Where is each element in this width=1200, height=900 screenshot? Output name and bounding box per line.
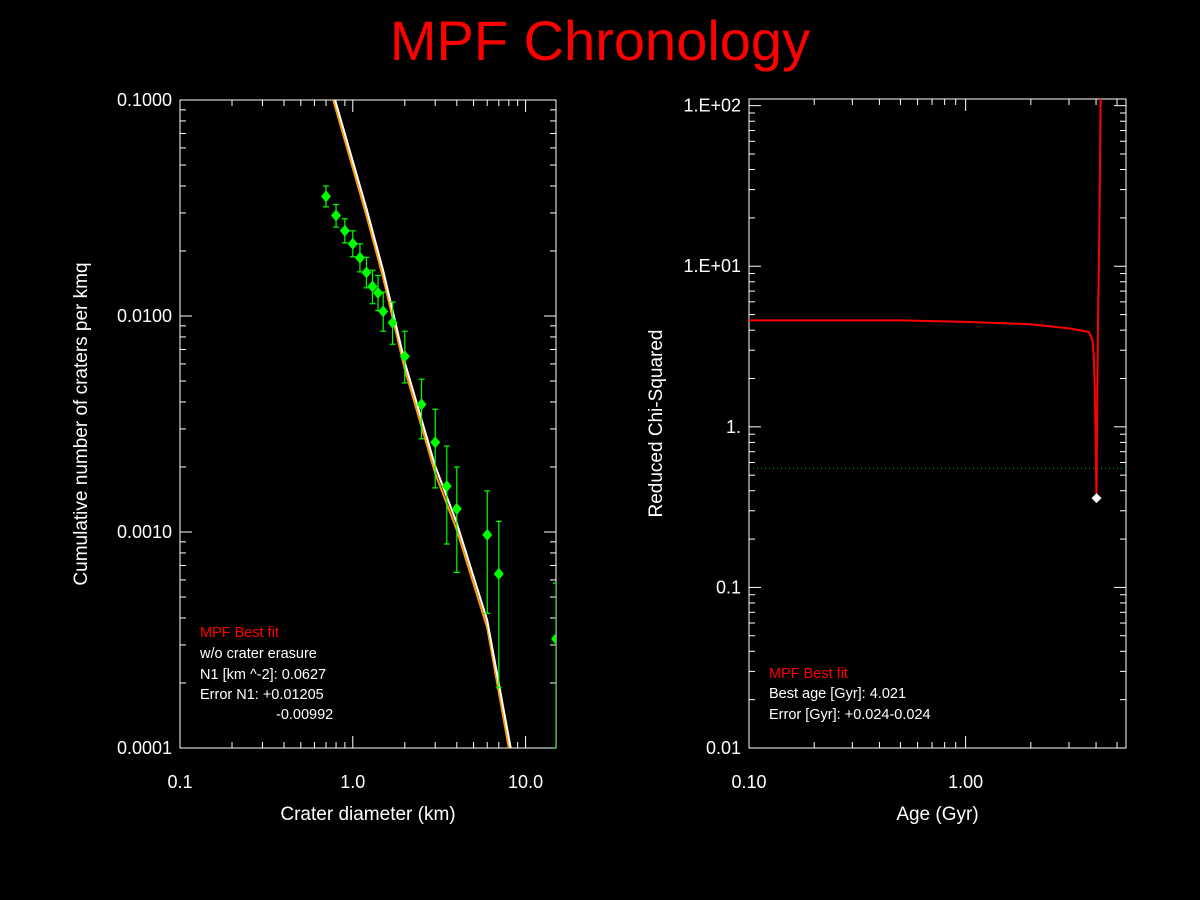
point-marker	[347, 237, 358, 250]
point-marker	[451, 502, 462, 515]
point-marker	[416, 398, 427, 411]
legend-line: w/o crater erasure	[199, 646, 317, 662]
point-marker	[331, 209, 342, 222]
point-marker	[378, 305, 389, 318]
legend-title: MPF Best fit	[200, 625, 279, 641]
data-point	[354, 243, 365, 273]
x-tick-label: 10.0	[508, 772, 543, 792]
data-point	[321, 185, 332, 208]
x-tick-label: 1.00	[948, 772, 983, 792]
x-tick-label: 1.0	[340, 772, 365, 792]
data-point	[430, 408, 441, 489]
y-tick-label: 1.E+01	[683, 256, 741, 276]
data-point	[378, 291, 389, 332]
x-tick-label: 0.10	[731, 772, 766, 792]
y-tick-label: 0.1	[716, 577, 741, 597]
data-point	[416, 378, 427, 440]
y-tick-label: 0.0010	[117, 522, 172, 542]
legend-line: -0.00992	[276, 707, 333, 723]
tick-marks	[179, 99, 556, 749]
x-axis-label: Age (Gyr)	[896, 804, 978, 825]
best-fit-marker	[1091, 493, 1102, 504]
x-tick-label: 0.1	[167, 772, 192, 792]
fit-line	[334, 100, 512, 748]
data-point	[331, 203, 342, 228]
data-point	[399, 330, 410, 384]
point-marker	[430, 436, 441, 449]
point-marker	[387, 316, 398, 329]
point-marker	[493, 567, 504, 580]
x-axis-label: Crater diameter (km)	[280, 804, 455, 825]
y-tick-label: 0.0100	[117, 306, 172, 326]
point-marker	[339, 224, 350, 237]
legend-line: N1 [km ^-2]: 0.0627	[200, 667, 326, 683]
data-point	[367, 269, 378, 305]
data-point	[387, 301, 398, 345]
y-tick-label: 1.E+02	[683, 96, 741, 116]
legend-line: Error N1: +0.01205	[200, 687, 324, 703]
point-marker	[361, 266, 372, 279]
tick-marks	[748, 99, 1126, 749]
point-marker	[482, 528, 493, 541]
point-marker	[551, 632, 556, 645]
data-point	[482, 490, 493, 614]
plot-frame	[179, 99, 557, 749]
chi-curve	[749, 99, 1102, 499]
fit-line	[332, 100, 510, 748]
point-marker	[367, 280, 378, 293]
data-point	[361, 256, 372, 289]
point-marker	[441, 480, 452, 493]
data-point	[347, 230, 358, 258]
data-point	[373, 274, 384, 312]
y-tick-label: 0.1000	[117, 90, 172, 110]
plot-frame	[748, 98, 1127, 749]
page-title: MPF Chronology	[389, 9, 811, 72]
point-marker	[373, 286, 384, 299]
chi-squared-chart: 0.10 1.00 0.01 0.1 1. 1.E+01 1.E+02 Age (Gyr) Re…	[646, 96, 1127, 825]
point-marker	[399, 350, 410, 363]
legend-line: Error [Gyr]: +0.024-0.024	[769, 707, 931, 723]
y-tick-label: 0.0001	[117, 738, 172, 758]
data-point	[339, 218, 350, 244]
crater-frequency-chart: 0.1 1.0 10.0 0.0001 0.0010 0.0100 0.1000 Crater…	[71, 90, 557, 825]
y-axis-label: Cumulative number of craters per kmq	[71, 262, 92, 585]
data-point	[441, 445, 452, 545]
data-point	[493, 520, 504, 689]
y-tick-label: 0.01	[706, 738, 741, 758]
point-marker	[321, 190, 332, 203]
y-tick-label: 1.	[726, 417, 741, 437]
data-point	[551, 582, 556, 748]
y-axis-label: Reduced Chi-Squared	[646, 329, 667, 517]
point-marker	[354, 251, 365, 264]
plot-area	[321, 100, 556, 748]
legend-title: MPF Best fit	[769, 666, 848, 682]
data-point	[451, 466, 462, 574]
legend-line: Best age [Gyr]: 4.021	[769, 686, 906, 702]
plot-area	[749, 99, 1126, 504]
